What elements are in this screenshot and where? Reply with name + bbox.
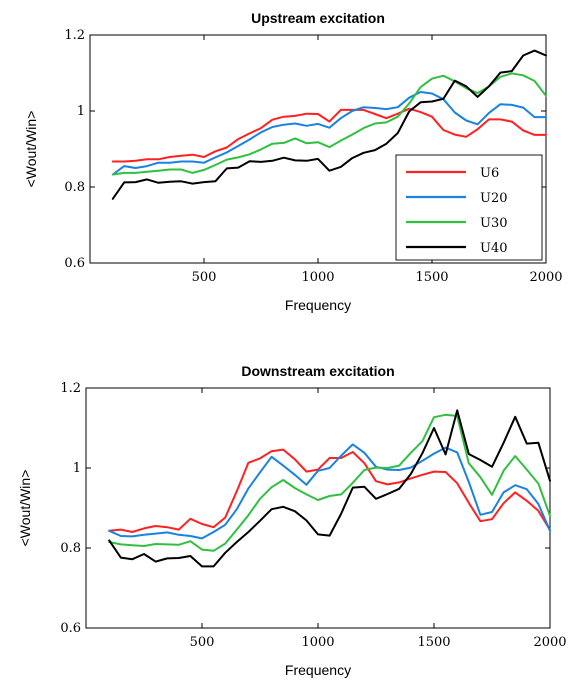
plot-area: [85, 387, 551, 629]
x-tick-label: 1500: [417, 635, 450, 650]
x-tick-label: 1000: [301, 270, 334, 285]
series-line-u20: [108, 443, 551, 540]
series-line-u30: [108, 413, 551, 552]
x-axis-label: Frequency: [285, 297, 351, 313]
legend-item-u30: U30: [406, 216, 508, 231]
chart-downstream: Downstream excitation 0.6 0.8 1 1.2 500 1000…: [17, 363, 567, 678]
series-line-u20: [111, 91, 547, 176]
x-tick-label: 500: [192, 270, 217, 285]
series-line-u6: [108, 448, 551, 533]
x-axis: 500 1000 1500 2000: [190, 388, 567, 650]
x-tick-label: 1500: [415, 270, 448, 285]
series-lines: [108, 409, 551, 568]
series-line-u40: [108, 409, 551, 568]
y-axis: 0.6 0.8 1 1.2: [60, 381, 550, 636]
y-tick-label: 1: [73, 461, 81, 476]
chart-upstream: Upstream excitation 0.6 0.8 1 1.2 500 1000 15…: [23, 10, 563, 313]
x-tick-label: 2000: [529, 270, 562, 285]
y-axis-label: <Wout/Win>: [23, 111, 39, 188]
chart-title: Upstream excitation: [251, 10, 385, 26]
legend-box: [395, 154, 543, 261]
legend-label: U20: [480, 191, 508, 206]
y-tick-label: 0.6: [60, 621, 81, 636]
series-lines: [111, 49, 547, 200]
y-axis-label: <Wout/Win>: [17, 470, 33, 547]
series-line-u40: [111, 49, 547, 200]
y-tick-label: 1.2: [64, 28, 85, 43]
y-tick-label: 1: [77, 104, 85, 119]
legend: U6 U20 U30 U40: [395, 154, 543, 261]
y-tick-label: 1.2: [60, 381, 81, 396]
legend-label: U30: [480, 216, 508, 231]
legend-item-u20: U20: [406, 191, 508, 206]
y-tick-label: 0.8: [60, 541, 81, 556]
y-tick-label: 0.8: [64, 180, 85, 195]
legend-label: U40: [480, 241, 508, 256]
legend-item-u40: U40: [406, 241, 508, 256]
y-tick-label: 0.6: [64, 256, 85, 271]
legend-label: U6: [480, 166, 499, 181]
x-tick-label: 500: [190, 635, 215, 650]
x-tick-label: 1000: [301, 635, 334, 650]
series-line-u30: [111, 72, 547, 176]
x-axis-label: Frequency: [285, 662, 351, 678]
series-line-u6: [111, 107, 547, 163]
chart-title: Downstream excitation: [241, 363, 394, 379]
x-tick-label: 2000: [533, 635, 566, 650]
y-axis: 0.6 0.8 1 1.2: [64, 28, 546, 271]
legend-item-u6: U6: [406, 166, 499, 181]
x-axis: 500 1000 1500 2000: [192, 35, 563, 285]
